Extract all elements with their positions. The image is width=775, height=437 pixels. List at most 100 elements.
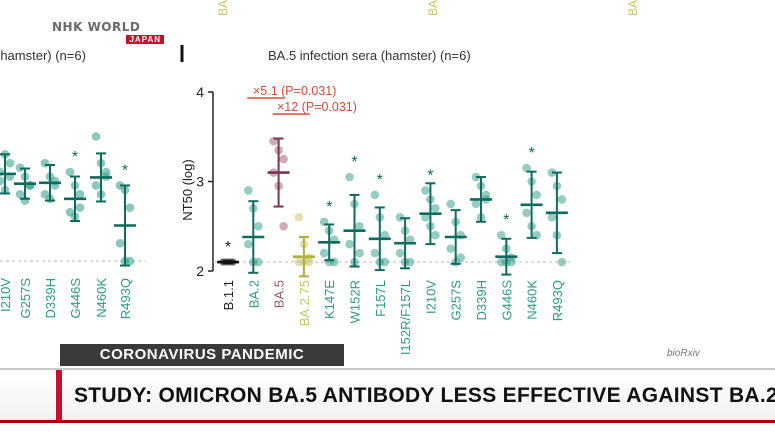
point-R493Q xyxy=(557,195,567,204)
y-tick-label-2: 2 xyxy=(196,263,204,279)
significance-W152R: * xyxy=(351,154,357,171)
point-G446S xyxy=(497,230,506,240)
left-point-G446S xyxy=(75,203,85,212)
top-fragment-label: BA xyxy=(426,0,440,16)
tick-label-G446S: G446S xyxy=(499,280,514,321)
right-panel-title: BA.5 infection sera (hamster) (n=6) xyxy=(268,48,471,63)
tick-label-N460K: N460K xyxy=(525,280,540,320)
point-I210V xyxy=(421,213,430,222)
tick-label-D339H: D339H xyxy=(474,280,489,320)
point-I152R/F157L xyxy=(395,248,405,258)
left-point-G257S xyxy=(15,190,25,199)
significance-K147E: * xyxy=(326,199,332,216)
point-BA.5 xyxy=(279,221,288,231)
tick-label-B.1.1: B.1.1 xyxy=(221,280,236,310)
left-point-R493Q xyxy=(125,203,135,212)
y-tick-label-3: 3 xyxy=(196,174,204,190)
left-significance-G446S: * xyxy=(72,149,78,166)
point-BA.5 xyxy=(279,154,288,164)
point-W152R xyxy=(355,248,364,258)
comparison-label-1: ×12 (P=0.031) xyxy=(277,100,357,114)
significance-F157L: * xyxy=(377,172,383,189)
top-fragment-label: BA xyxy=(626,0,640,16)
point-BA.2 xyxy=(244,186,253,195)
left-panel-title: (hamster) (n=6) xyxy=(0,48,86,63)
headline-banner: STUDY: OMICRON BA.5 ANTIBODY LESS EFFECT… xyxy=(0,368,775,422)
point-G257S xyxy=(456,253,466,262)
top-fragment-label: BA xyxy=(216,0,230,16)
left-point-N460K xyxy=(91,181,101,190)
point-BA.2 xyxy=(253,221,263,231)
point-N460K xyxy=(522,208,531,218)
point-BA.2.75 xyxy=(304,257,314,267)
point-I210V xyxy=(431,204,440,213)
nhk-world-logo: NHK WORLD JAPAN xyxy=(52,20,164,46)
source-label: bioRxiv xyxy=(667,348,700,359)
left-point-G446S xyxy=(75,190,85,199)
left-point-R493Q xyxy=(125,256,135,266)
tick-label-K147E: K147E xyxy=(322,280,337,319)
significance-G446S: * xyxy=(503,212,509,229)
point-F157L xyxy=(370,248,380,258)
point-W152R xyxy=(355,221,364,231)
tick-label-I210V: I210V xyxy=(423,280,438,314)
comparison-label-0: ×5.1 (P=0.031) xyxy=(253,84,336,98)
tick-label-I152R/F157L: I152R/F157L xyxy=(398,280,413,355)
point-F157L xyxy=(380,257,390,267)
headline-text: STUDY: OMICRON BA.5 ANTIBODY LESS EFFECT… xyxy=(74,384,775,407)
significance-N460K: * xyxy=(528,145,534,162)
point-R493Q xyxy=(547,213,557,222)
point-K147E xyxy=(329,257,339,267)
point-F157L xyxy=(370,190,380,200)
left-point-I210V xyxy=(5,158,15,168)
point-I210V xyxy=(431,230,440,240)
tick-label-W152R: W152R xyxy=(348,280,363,323)
left-point-N460K xyxy=(91,132,101,141)
left-point-D339H xyxy=(40,158,50,168)
tick-label-BA.2: BA.2 xyxy=(246,280,261,308)
point-BA.2 xyxy=(253,257,263,267)
left-tick-label-D339H: D339H xyxy=(43,278,58,318)
point-F157L xyxy=(380,230,390,240)
point-BA.2.75 xyxy=(294,213,304,222)
headline-accent xyxy=(56,370,62,422)
point-N460K xyxy=(522,163,531,173)
left-tick-label-G446S: G446S xyxy=(68,278,83,319)
point-W152R xyxy=(345,239,354,249)
y-tick-label-4: 4 xyxy=(196,84,204,100)
left-tick-label-R493Q: R493Q xyxy=(118,278,133,319)
left-point-I210V xyxy=(0,176,5,186)
tick-label-R493Q: R493Q xyxy=(550,280,565,321)
significance-B.1.1: * xyxy=(225,239,231,256)
left-tick-label-N460K: N460K xyxy=(94,278,109,318)
left-tick-label-I210V: I210V xyxy=(0,278,13,312)
point-G257S xyxy=(446,244,456,253)
tick-label-BA.2.75: BA.2.75 xyxy=(297,280,312,326)
point-K147E xyxy=(319,248,329,258)
point-G257S xyxy=(446,199,456,209)
lower-third-rule xyxy=(0,420,775,423)
point-N460K xyxy=(532,190,541,200)
point-I152R/F157L xyxy=(405,235,415,244)
tick-label-G257S: G257S xyxy=(449,280,464,321)
topic-banner: CORONAVIRUS PANDEMIC xyxy=(60,344,344,366)
point-I152R/F157L xyxy=(405,257,415,267)
point-W152R xyxy=(345,172,354,182)
tick-label-BA.5: BA.5 xyxy=(272,280,287,308)
logo-line2: JAPAN xyxy=(126,35,164,44)
tick-label-F157L: F157L xyxy=(373,280,388,317)
left-point-G446S xyxy=(65,167,75,177)
left-point-R493Q xyxy=(115,239,125,248)
logo-line1: NHK WORLD xyxy=(52,20,141,34)
point-G446S xyxy=(507,257,516,267)
y-axis-label: NT50 (log) xyxy=(180,159,195,220)
significance-I210V: * xyxy=(427,167,433,184)
point-D339H xyxy=(471,199,481,209)
left-tick-label-G257S: G257S xyxy=(18,278,33,319)
point-R493Q xyxy=(557,257,567,267)
left-significance-R493Q: * xyxy=(122,162,128,179)
point-BA.2 xyxy=(244,239,253,249)
point-I210V xyxy=(421,186,430,195)
left-point-N460K xyxy=(101,167,111,177)
